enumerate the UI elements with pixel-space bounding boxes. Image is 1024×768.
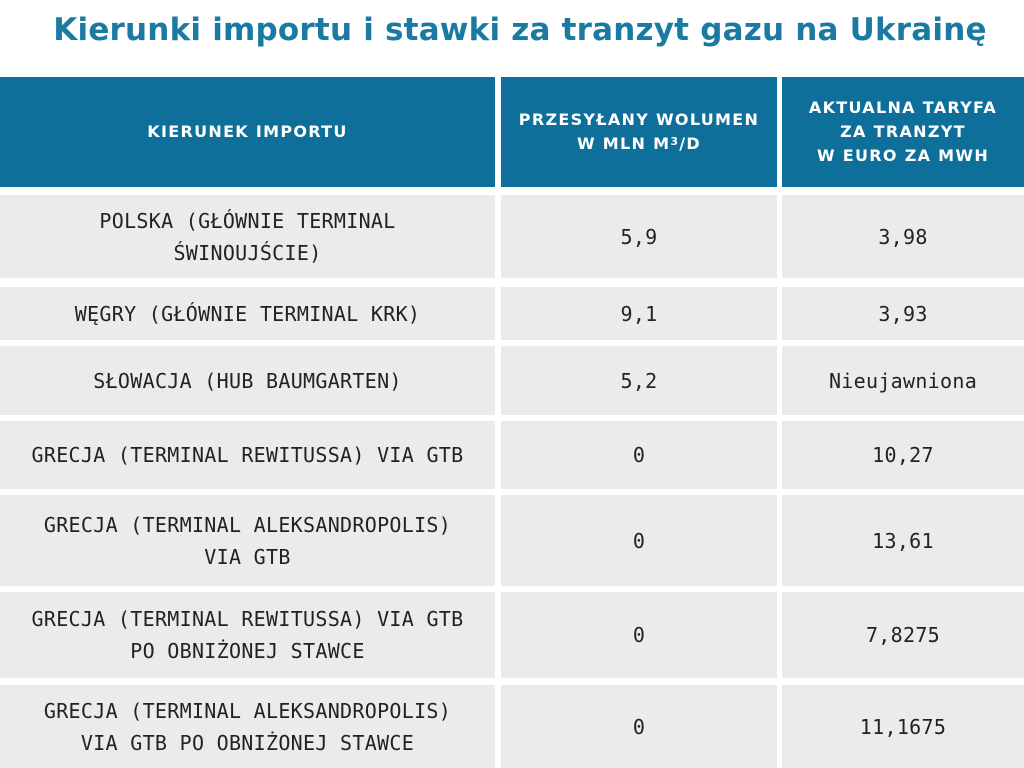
cell-direction: SŁOWACJA (HUB BAUMGARTEN)	[0, 346, 495, 415]
cell-volume: 0	[501, 685, 777, 768]
volume-value: 0	[632, 714, 646, 739]
direction-line: POLSKA (GŁÓWNIE TERMINAL	[99, 208, 396, 233]
direction-line: GRECJA (TERMINAL REWITUSSA) VIA GTB	[31, 607, 464, 631]
direction-line: GRECJA (TERMINAL ALEKSANDROPOLIS)	[43, 698, 452, 723]
tariff-value: 7,8275	[865, 623, 941, 647]
direction-line: PO OBNIŻONEJ STAWCE	[130, 639, 365, 663]
cell-volume: 0	[501, 592, 777, 678]
volume-value: 0	[632, 528, 646, 553]
header-volume-line1: PRZESYŁANY WOLUMEN	[518, 110, 760, 129]
header-direction: KIERUNEK IMPORTU	[0, 77, 495, 187]
header-tariff-line3: W EURO ZA MWH	[816, 146, 990, 165]
cell-tariff: 7,8275	[782, 592, 1024, 678]
tariff-value: 3,98	[878, 224, 928, 249]
volume-value: 9,1	[620, 301, 658, 326]
cell-tariff: 3,93	[782, 287, 1024, 340]
direction-line: GRECJA (TERMINAL ALEKSANDROPOLIS)	[43, 512, 452, 537]
cell-direction: GRECJA (TERMINAL ALEKSANDROPOLIS) VIA GTB	[0, 495, 495, 586]
volume-value: 0	[632, 623, 646, 647]
cell-volume: 0	[501, 495, 777, 586]
tariff-value: 13,61	[872, 528, 934, 553]
tariff-value: 3,93	[878, 301, 928, 326]
cell-direction: GRECJA (TERMINAL ALEKSANDROPOLIS) VIA GTB…	[0, 685, 495, 768]
tariff-value: 11,1675	[859, 714, 947, 739]
cell-volume: 0	[501, 421, 777, 489]
volume-value: 5,9	[620, 224, 658, 249]
direction-line: ŚWINOUJŚCIE)	[173, 240, 322, 265]
header-direction-label: KIERUNEK IMPORTU	[147, 122, 348, 141]
cell-tariff: 3,98	[782, 195, 1024, 278]
direction-line: GRECJA (TERMINAL REWITUSSA) VIA GTB	[31, 443, 464, 467]
header-tariff: AKTUALNA TARYFA ZA TRANZYT W EURO ZA MWH	[782, 77, 1024, 187]
header-volume: PRZESYŁANY WOLUMEN W MLN M3/D	[501, 77, 777, 187]
volume-value: 0	[632, 443, 646, 467]
cell-volume: 5,9	[501, 195, 777, 278]
tariff-value: 10,27	[872, 443, 934, 467]
header-volume-line2: W MLN M3/D	[519, 132, 759, 156]
cell-tariff: 10,27	[782, 421, 1024, 489]
direction-line: WĘGRY (GŁÓWNIE TERMINAL KRK)	[74, 301, 421, 326]
header-volume-unit-sup: 3	[670, 135, 680, 148]
header-volume-unit-suffix: /D	[679, 134, 702, 153]
cell-direction: POLSKA (GŁÓWNIE TERMINAL ŚWINOUJŚCIE)	[0, 195, 495, 278]
volume-value: 5,2	[620, 368, 658, 393]
cell-direction: GRECJA (TERMINAL REWITUSSA) VIA GTB PO OB…	[0, 592, 495, 678]
cell-direction: GRECJA (TERMINAL REWITUSSA) VIA GTB	[0, 421, 495, 489]
cell-volume: 9,1	[501, 287, 777, 340]
header-volume-unit: W MLN M	[576, 134, 671, 153]
direction-line: SŁOWACJA (HUB BAUMGARTEN)	[93, 368, 402, 393]
header-tariff-line1: AKTUALNA TARYFA	[808, 98, 998, 117]
tariff-value: Nieujawniona	[828, 368, 978, 393]
direction-line: VIA GTB	[204, 544, 291, 569]
cell-tariff: 11,1675	[782, 685, 1024, 768]
page-title: Kierunki importu i stawki za tranzyt gaz…	[53, 12, 987, 48]
cell-direction: WĘGRY (GŁÓWNIE TERMINAL KRK)	[0, 287, 495, 340]
cell-tariff: Nieujawniona	[782, 346, 1024, 415]
direction-line: VIA GTB PO OBNIŻONEJ STAWCE	[80, 730, 415, 755]
cell-tariff: 13,61	[782, 495, 1024, 586]
header-tariff-line2: ZA TRANZYT	[840, 122, 966, 141]
cell-volume: 5,2	[501, 346, 777, 415]
